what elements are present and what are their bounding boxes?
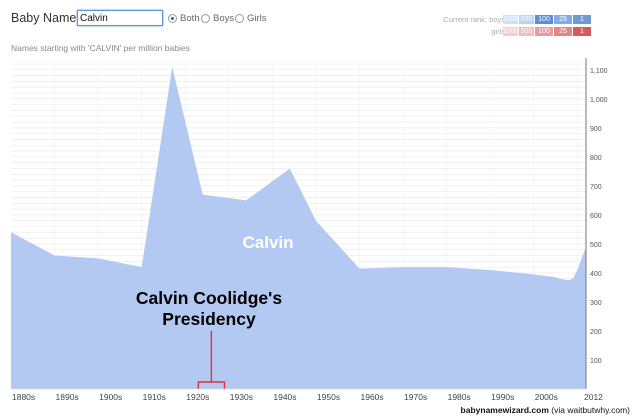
chart-subtitle: Names starting with 'CALVIN' per million… <box>11 43 190 53</box>
x-tick-label: 1910s <box>143 392 166 402</box>
both-radio[interactable] <box>168 14 177 23</box>
name-search-input[interactable] <box>77 10 163 26</box>
boys-rank-cell: 500 <box>519 15 534 24</box>
girls-rank-cell: 1000 <box>503 27 519 36</box>
x-tick-label: 1940s <box>273 392 296 402</box>
y-tick-label: 900 <box>590 126 602 133</box>
x-tick-label: 1890s <box>56 392 79 402</box>
girls-radio-label[interactable]: Girls <box>247 13 267 24</box>
y-tick-label: 1,100 <box>590 68 608 75</box>
series-label-calvin: Calvin <box>242 233 293 252</box>
app-title: Baby Name > <box>11 11 88 25</box>
current-rank-label: Current rank: boys <box>443 15 505 24</box>
y-tick-label: 1,000 <box>590 97 608 104</box>
x-tick-label: 2012 <box>584 392 603 402</box>
girls-rank-label: girls <box>491 27 505 36</box>
y-tick-label: 800 <box>590 155 602 162</box>
x-tick-label: 1920s <box>186 392 209 402</box>
x-tick-label: 1880s <box>12 392 35 402</box>
x-tick-label: 1980s <box>448 392 471 402</box>
girls-rank-cell: 500 <box>519 27 534 36</box>
x-tick-label: 1930s <box>230 392 253 402</box>
girls-rank-cell: 100 <box>535 27 553 36</box>
header: Baby Name > Both Boys Girls Current rank… <box>0 0 640 40</box>
y-tick-label: 700 <box>590 184 602 191</box>
area-series-calvin <box>11 66 586 390</box>
y-tick-label: 300 <box>590 300 602 307</box>
y-tick-label: 100 <box>590 358 602 365</box>
y-tick-label: 500 <box>590 242 602 249</box>
presidency-marker-bracket <box>197 381 226 389</box>
boys-rank-cell: 100 <box>535 15 553 24</box>
girls-rank-scale: 1000 500 100 25 1 <box>503 27 591 36</box>
boys-rank-cell: 1000 <box>503 15 519 24</box>
x-tick-label: 1990s <box>491 392 514 402</box>
x-tick-label: 1960s <box>360 392 383 402</box>
y-tick-label: 600 <box>590 213 602 220</box>
name-popularity-chart: 100 200 300 400 500 600 700 800 900 1,000 1,100 188… <box>11 58 608 402</box>
boys-rank-scale: 1000 500 100 25 1 <box>503 15 591 24</box>
both-radio-label[interactable]: Both <box>180 13 200 24</box>
y-tick-label: 400 <box>590 271 602 278</box>
boys-rank-cell: 25 <box>554 15 572 24</box>
y-tick-label: 200 <box>590 329 602 336</box>
boys-rank-cell: 1 <box>573 15 591 24</box>
boys-radio[interactable] <box>201 14 210 23</box>
presidency-annotation-line2: Presidency <box>162 309 256 329</box>
boys-radio-label[interactable]: Boys <box>213 13 235 24</box>
x-tick-label: 1950s <box>317 392 340 402</box>
girls-rank-cell: 1 <box>573 27 591 36</box>
x-tick-label: 1900s <box>99 392 122 402</box>
girls-rank-cell: 25 <box>554 27 572 36</box>
x-tick-label: 2000s <box>535 392 558 402</box>
girls-radio[interactable] <box>235 14 244 23</box>
x-tick-label: 1970s <box>404 392 427 402</box>
credit-text: babynamewizard.com (via waitbutwhy.com) <box>460 405 630 415</box>
presidency-annotation-line1: Calvin Coolidge's <box>136 288 282 308</box>
